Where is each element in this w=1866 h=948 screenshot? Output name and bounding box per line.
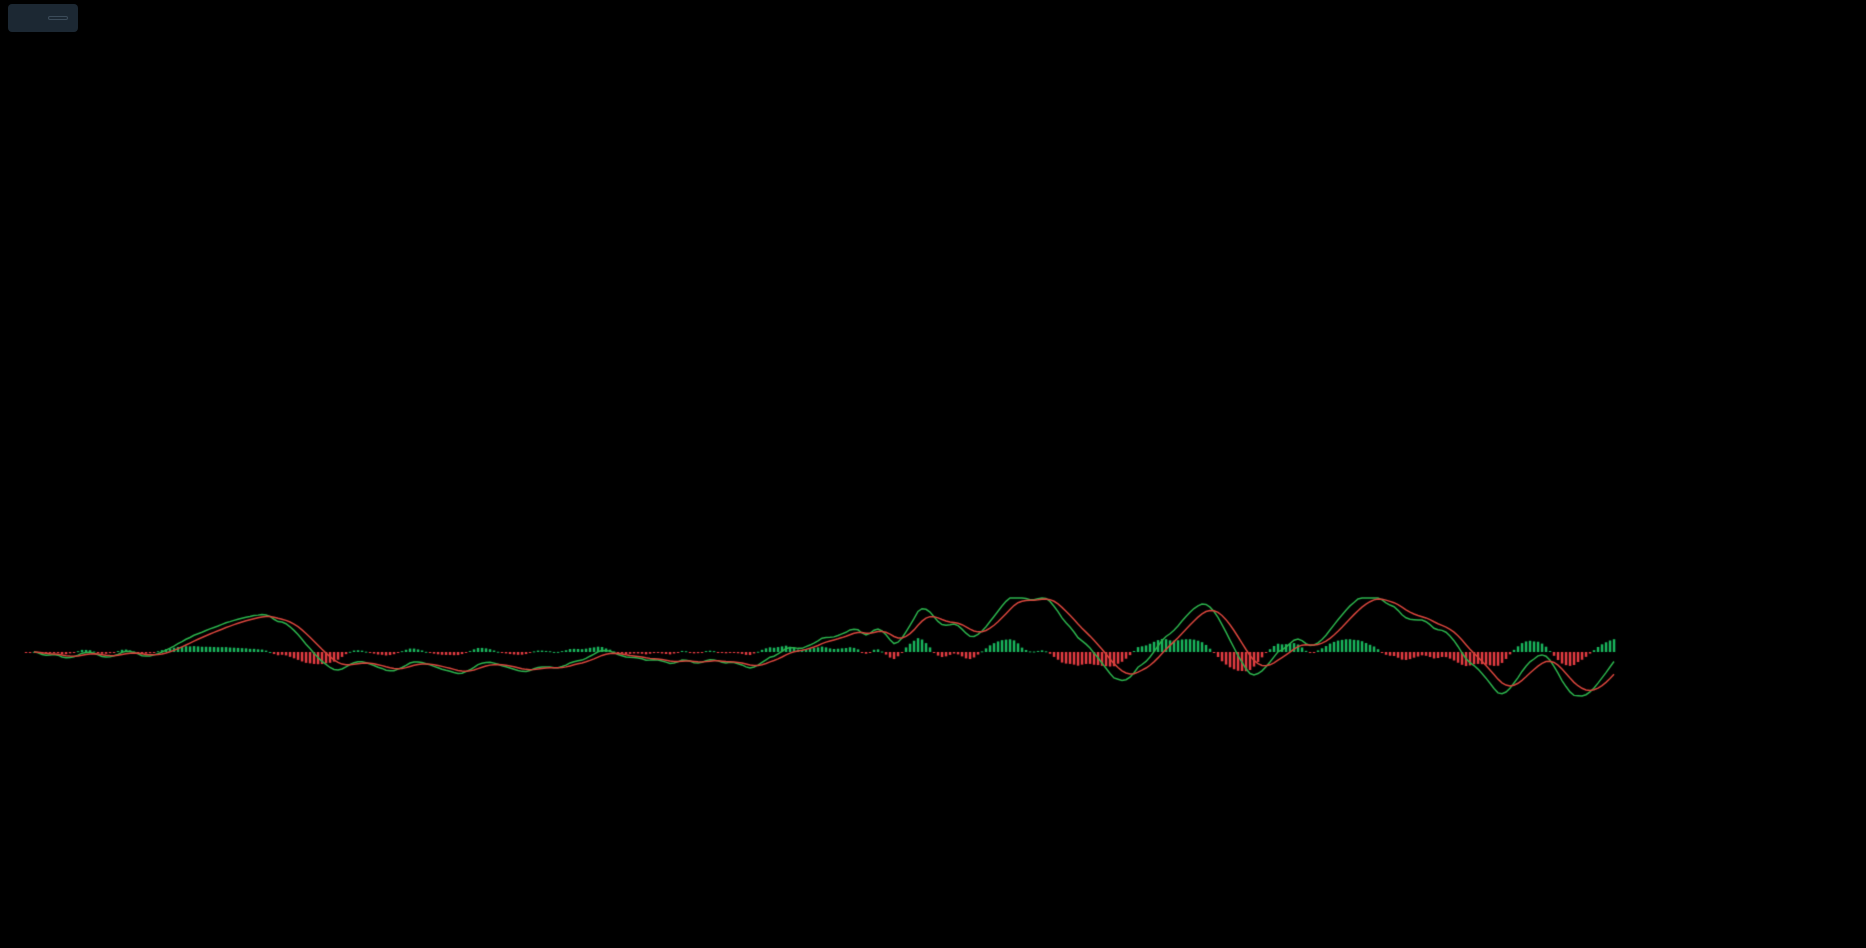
timeframe-selector[interactable] bbox=[48, 16, 68, 20]
instrument-header bbox=[8, 4, 78, 32]
